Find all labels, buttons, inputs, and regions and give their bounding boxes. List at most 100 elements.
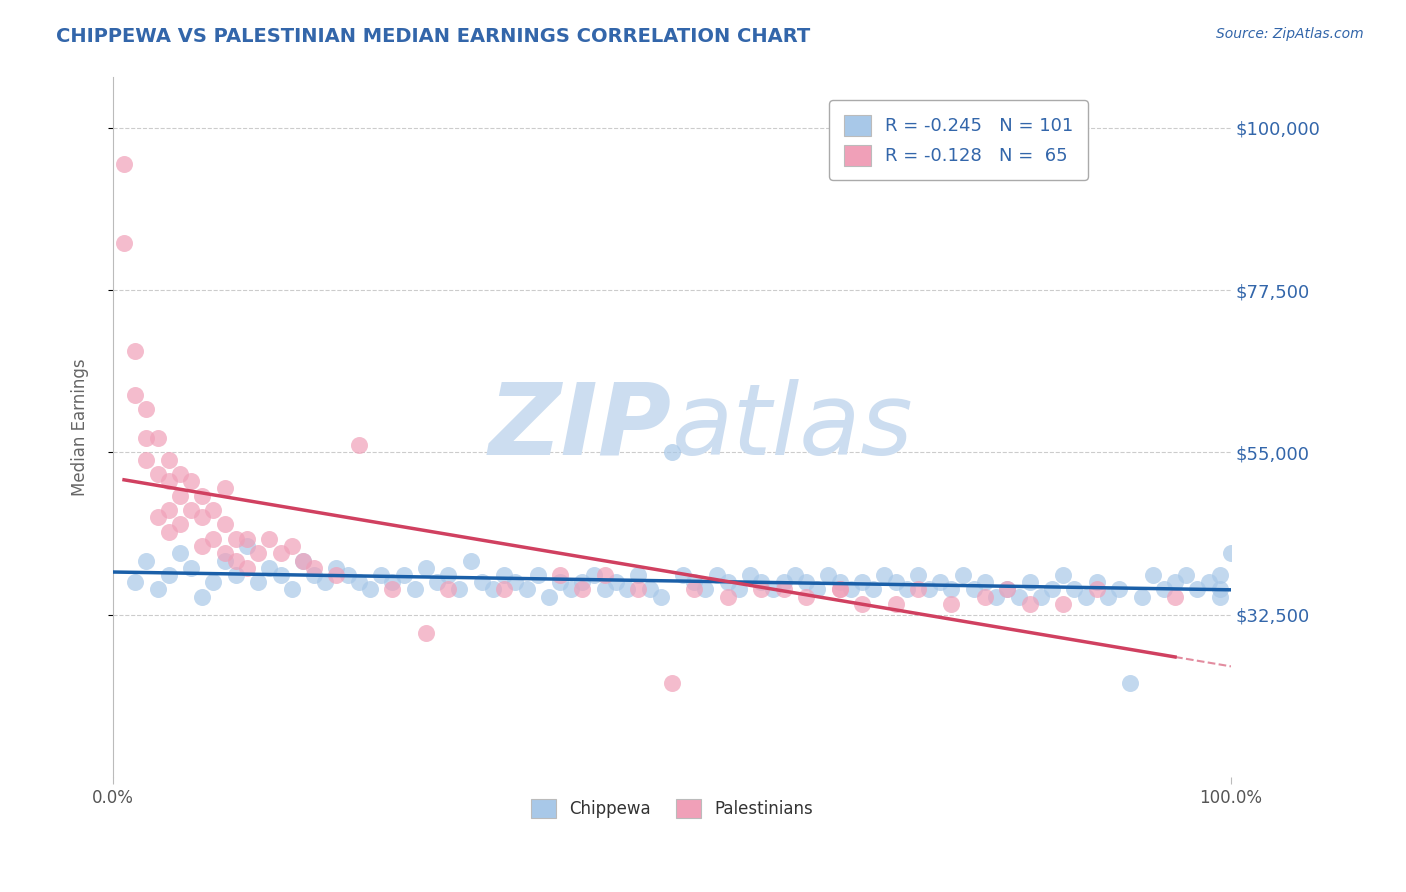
Point: [225, 568, 247, 582]
Point: [907, 582, 929, 597]
Point: [426, 575, 449, 590]
Point: [783, 568, 806, 582]
Point: [225, 532, 247, 546]
Point: [381, 575, 404, 590]
Point: [236, 561, 259, 575]
Point: [1198, 575, 1220, 590]
Point: [180, 503, 202, 517]
Point: [1108, 582, 1130, 597]
Point: [214, 482, 236, 496]
Point: [806, 582, 828, 597]
Point: [1018, 575, 1040, 590]
Point: [1142, 568, 1164, 582]
Point: [1018, 597, 1040, 611]
Point: [884, 597, 907, 611]
Point: [437, 568, 460, 582]
Point: [751, 575, 773, 590]
Point: [225, 553, 247, 567]
Point: [952, 568, 974, 582]
Point: [1074, 590, 1097, 604]
Point: [1164, 590, 1187, 604]
Point: [202, 503, 225, 517]
Point: [169, 517, 191, 532]
Point: [1063, 582, 1085, 597]
Text: ZIP: ZIP: [489, 378, 672, 475]
Point: [180, 474, 202, 488]
Point: [236, 539, 259, 553]
Point: [839, 582, 862, 597]
Y-axis label: Median Earnings: Median Earnings: [72, 359, 89, 496]
Point: [918, 582, 941, 597]
Point: [135, 452, 157, 467]
Point: [683, 582, 706, 597]
Point: [1187, 582, 1209, 597]
Point: [1029, 590, 1052, 604]
Point: [638, 582, 661, 597]
Point: [1007, 590, 1029, 604]
Point: [548, 568, 571, 582]
Point: [291, 553, 314, 567]
Point: [1119, 676, 1142, 690]
Point: [941, 582, 963, 597]
Point: [146, 510, 169, 524]
Text: CHIPPEWA VS PALESTINIAN MEDIAN EARNINGS CORRELATION CHART: CHIPPEWA VS PALESTINIAN MEDIAN EARNINGS …: [56, 27, 810, 45]
Point: [772, 575, 794, 590]
Point: [1085, 582, 1108, 597]
Point: [191, 510, 214, 524]
Point: [571, 582, 593, 597]
Point: [135, 431, 157, 445]
Point: [873, 568, 896, 582]
Point: [728, 582, 751, 597]
Point: [314, 575, 336, 590]
Point: [1220, 546, 1243, 560]
Point: [995, 582, 1018, 597]
Point: [157, 524, 180, 539]
Point: [157, 503, 180, 517]
Point: [494, 568, 516, 582]
Point: [794, 590, 817, 604]
Point: [526, 568, 548, 582]
Point: [325, 568, 347, 582]
Point: [112, 157, 135, 171]
Point: [191, 590, 214, 604]
Point: [135, 402, 157, 417]
Point: [236, 532, 259, 546]
Point: [157, 568, 180, 582]
Point: [1052, 568, 1074, 582]
Point: [605, 575, 627, 590]
Point: [817, 568, 839, 582]
Point: [259, 561, 281, 575]
Point: [593, 582, 616, 597]
Point: [381, 582, 404, 597]
Point: [851, 575, 873, 590]
Point: [616, 582, 638, 597]
Point: [974, 575, 997, 590]
Point: [347, 575, 370, 590]
Point: [302, 568, 325, 582]
Point: [884, 575, 907, 590]
Point: [146, 467, 169, 481]
Point: [1085, 575, 1108, 590]
Point: [437, 582, 460, 597]
Point: [124, 344, 146, 359]
Point: [180, 561, 202, 575]
Point: [995, 582, 1018, 597]
Point: [247, 546, 270, 560]
Point: [794, 575, 817, 590]
Point: [135, 553, 157, 567]
Point: [974, 590, 997, 604]
Point: [672, 568, 695, 582]
Point: [471, 575, 494, 590]
Point: [449, 582, 471, 597]
Point: [291, 553, 314, 567]
Point: [370, 568, 392, 582]
Point: [415, 625, 437, 640]
Point: [1040, 582, 1063, 597]
Point: [1052, 597, 1074, 611]
Point: [740, 568, 762, 582]
Point: [505, 575, 527, 590]
Point: [941, 597, 963, 611]
Point: [460, 553, 482, 567]
Point: [717, 575, 740, 590]
Point: [627, 568, 650, 582]
